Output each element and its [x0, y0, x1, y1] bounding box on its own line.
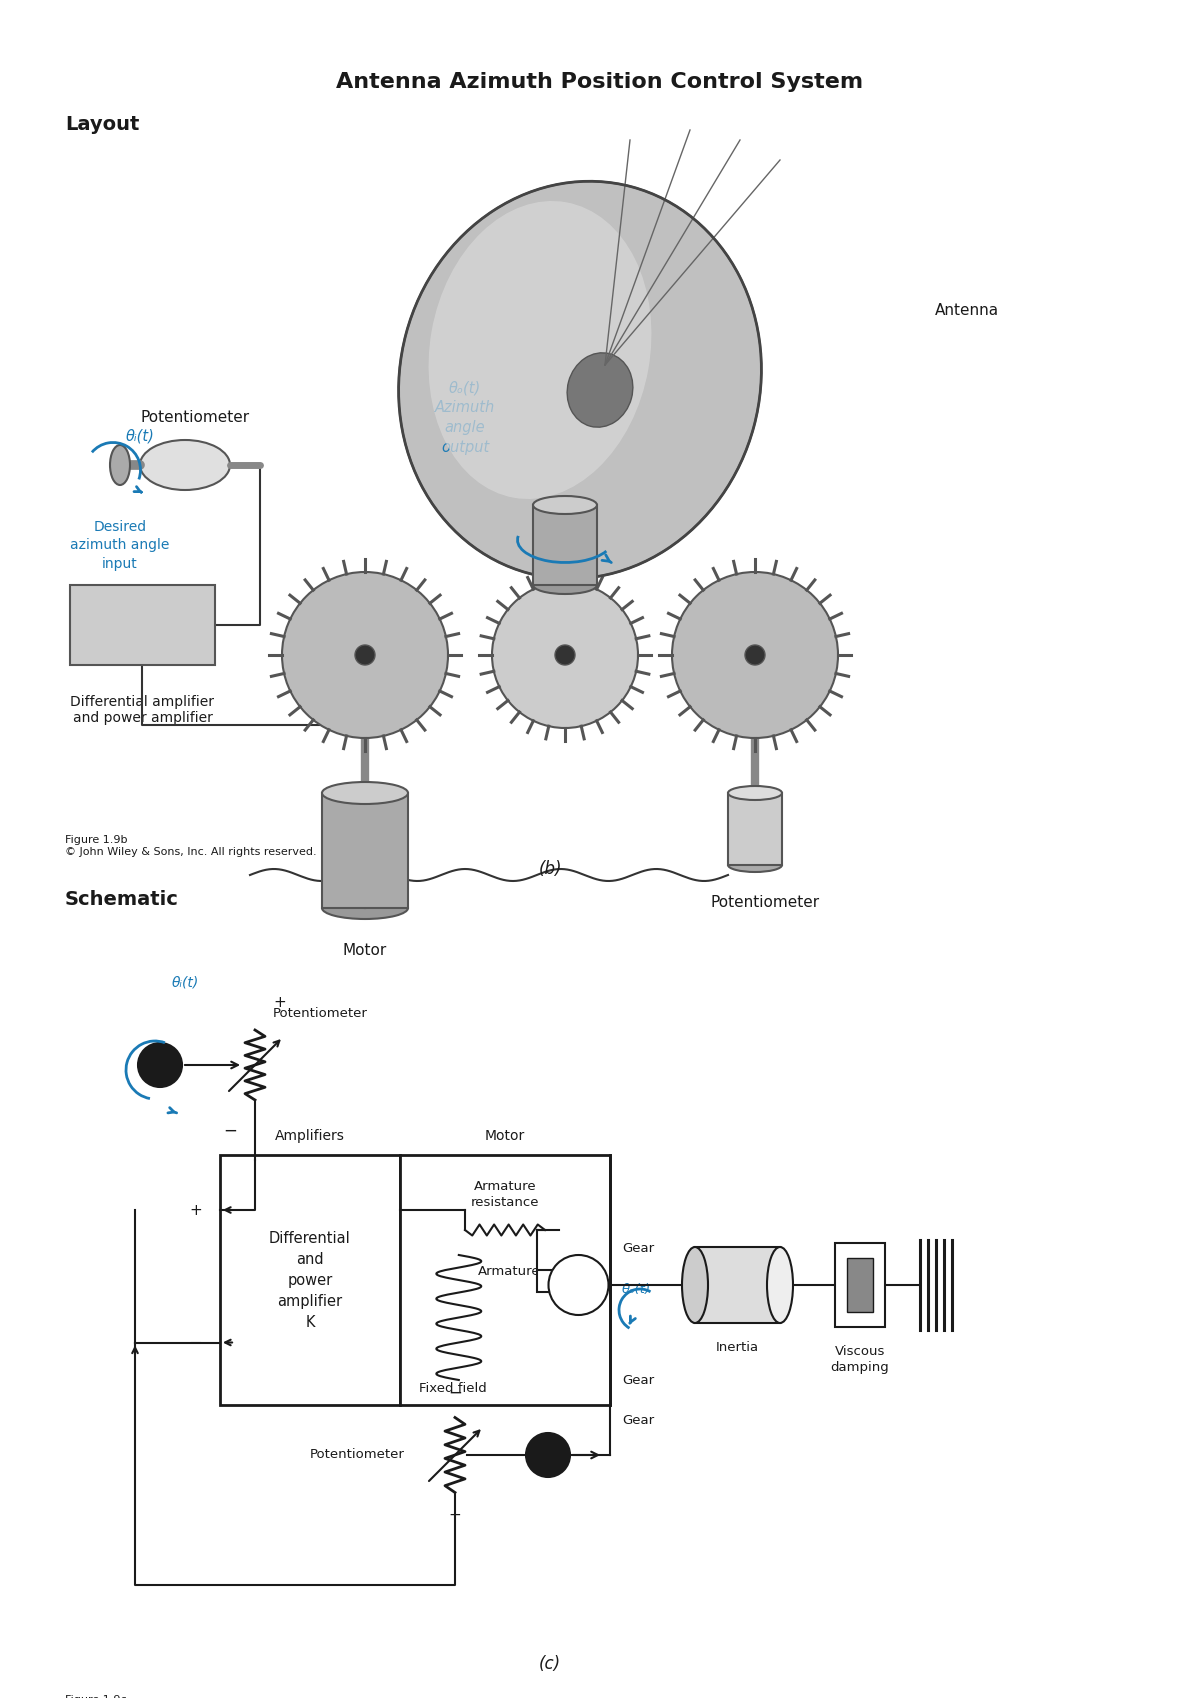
Text: Potentiometer: Potentiometer — [710, 895, 820, 910]
Bar — [695, 1246, 780, 1323]
Bar — [536, 1270, 558, 1292]
Ellipse shape — [140, 440, 230, 491]
Text: (b): (b) — [539, 859, 562, 878]
Text: Layout: Layout — [65, 115, 139, 134]
Ellipse shape — [322, 897, 408, 919]
Bar — [70, 586, 215, 666]
Text: −: − — [448, 1384, 462, 1403]
Bar — [322, 793, 408, 908]
Text: Antenna Azimuth Position Control System: Antenna Azimuth Position Control System — [336, 71, 864, 92]
Bar — [400, 1155, 610, 1404]
Circle shape — [138, 1043, 182, 1087]
Ellipse shape — [728, 857, 782, 873]
Text: Gear: Gear — [622, 1413, 654, 1426]
Text: Figure 1.9b
© John Wiley & Sons, Inc. All rights reserved.: Figure 1.9b © John Wiley & Sons, Inc. Al… — [65, 835, 317, 856]
Text: Potentiometer: Potentiometer — [274, 1007, 368, 1020]
Bar — [835, 1243, 886, 1328]
Bar — [533, 504, 598, 586]
Circle shape — [745, 645, 766, 666]
Text: Fixed field: Fixed field — [419, 1382, 486, 1396]
Text: +: + — [274, 995, 286, 1010]
Ellipse shape — [322, 783, 408, 803]
Text: Schematic: Schematic — [65, 890, 179, 908]
Text: +: + — [190, 1202, 202, 1217]
Circle shape — [282, 572, 448, 739]
Text: θᵢ(t): θᵢ(t) — [126, 428, 155, 443]
Text: Motor: Motor — [343, 942, 388, 958]
Text: −: − — [223, 1122, 236, 1139]
Ellipse shape — [533, 576, 598, 594]
Text: −: − — [188, 1333, 202, 1352]
Text: Antenna: Antenna — [935, 302, 1000, 318]
Ellipse shape — [110, 445, 130, 486]
Text: θₒ(t): θₒ(t) — [622, 1284, 652, 1296]
Text: θₒ(t)
Azimuth
angle
output: θₒ(t) Azimuth angle output — [434, 380, 496, 455]
Text: Gear: Gear — [622, 1374, 654, 1387]
Text: +: + — [449, 1508, 461, 1523]
Text: Potentiometer: Potentiometer — [310, 1448, 406, 1462]
Text: Armature: Armature — [478, 1265, 540, 1279]
Ellipse shape — [728, 786, 782, 800]
Text: Desired
azimuth angle
input: Desired azimuth angle input — [71, 520, 169, 571]
Bar — [728, 793, 782, 864]
Text: Amplifiers: Amplifiers — [275, 1129, 344, 1143]
Text: θᵢ(t): θᵢ(t) — [172, 975, 199, 988]
Text: Inertia: Inertia — [716, 1341, 760, 1353]
Text: Motor: Motor — [485, 1129, 526, 1143]
Circle shape — [355, 645, 374, 666]
Text: Potentiometer: Potentiometer — [140, 409, 250, 424]
Circle shape — [672, 572, 838, 739]
Text: Gear: Gear — [622, 1241, 654, 1255]
Text: Differential amplifier
and power amplifier: Differential amplifier and power amplifi… — [71, 694, 215, 725]
Ellipse shape — [533, 496, 598, 514]
Ellipse shape — [767, 1246, 793, 1323]
Circle shape — [526, 1433, 570, 1477]
Ellipse shape — [428, 200, 652, 499]
Text: Differential
and
power
amplifier
K: Differential and power amplifier K — [269, 1231, 350, 1330]
Circle shape — [492, 582, 638, 728]
Text: Figure 1.9c
© John Wiley & Sons, Inc. All rights reserved.: Figure 1.9c © John Wiley & Sons, Inc. Al… — [65, 1695, 317, 1698]
Text: Viscous
damping: Viscous damping — [830, 1345, 889, 1374]
Ellipse shape — [568, 353, 632, 428]
Ellipse shape — [682, 1246, 708, 1323]
Bar — [220, 1155, 400, 1404]
Circle shape — [554, 645, 575, 666]
Circle shape — [548, 1255, 608, 1314]
Bar — [847, 1258, 872, 1313]
Ellipse shape — [398, 182, 762, 579]
Text: Armature
resistance: Armature resistance — [470, 1180, 539, 1209]
Text: (c): (c) — [539, 1656, 562, 1673]
